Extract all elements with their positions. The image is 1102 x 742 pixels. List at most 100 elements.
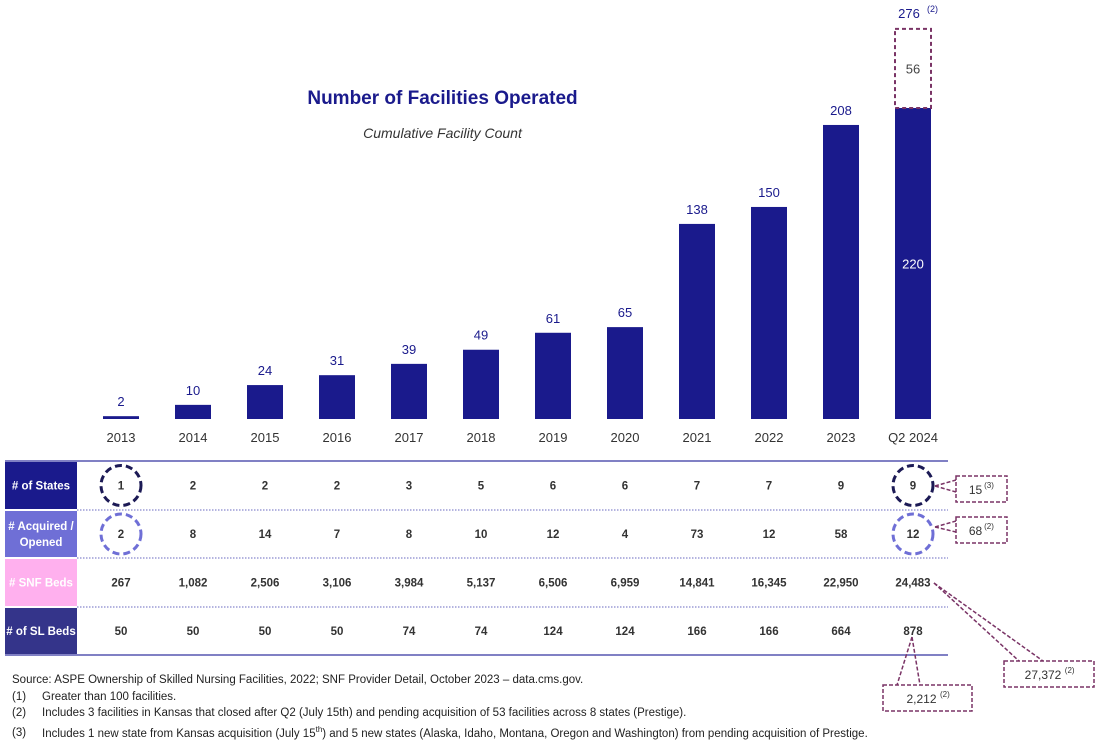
table-cell: 664 [831, 626, 851, 638]
table-cell: 166 [687, 626, 706, 638]
x-tick-label: 2014 [179, 430, 208, 445]
row-header-label: Opened [20, 537, 63, 549]
table-cell: 2 [190, 481, 196, 493]
table-cell: 7 [694, 481, 700, 493]
x-tick-label: 2017 [395, 430, 424, 445]
snf-beds-callout-value: 27,372 [1025, 668, 1062, 682]
footnotes: Source: ASPE Ownership of Skilled Nursin… [12, 672, 868, 742]
bar-2017 [391, 363, 427, 419]
row-header-label: # SNF Beds [9, 578, 73, 590]
states-callout-leader [934, 479, 957, 487]
table-cell: 9 [838, 481, 844, 493]
row-header-label: # of States [12, 481, 70, 493]
acquired-callout-leader [934, 520, 957, 528]
sl-beds-callout-leader [896, 636, 913, 686]
x-tick-label: 2022 [755, 430, 784, 445]
table-cell: 1,082 [179, 578, 208, 590]
bar-Q2-2024 [895, 108, 931, 419]
x-tick-label: 2015 [251, 430, 280, 445]
row-header-1 [5, 511, 77, 557]
table-cell: 74 [403, 626, 416, 638]
x-tick-label: 2018 [467, 430, 496, 445]
total-value-label: 276 [898, 6, 920, 21]
acquired-callout-box [955, 516, 1008, 544]
snf-beds-callout-box [1003, 660, 1095, 688]
table-cell: 2 [334, 481, 340, 493]
sl-beds-callout-note: (2) [940, 690, 950, 699]
table-cell: 3,984 [395, 578, 424, 590]
table-cell: 6,959 [611, 578, 640, 590]
table-cell: 6 [550, 481, 556, 493]
bar-value-label: 24 [258, 363, 272, 378]
highlight-circle [99, 512, 143, 556]
row-header-0 [5, 462, 77, 509]
table-cell: 8 [406, 529, 413, 541]
bar-2013 [103, 416, 139, 419]
table-cell: 24,483 [895, 578, 930, 590]
table-cell: 12 [763, 529, 776, 541]
footnote-3: (3) Includes 1 new state from Kansas acqu… [12, 724, 868, 740]
row-header-3 [5, 608, 77, 654]
highlight-circle [99, 464, 143, 507]
table-cell: 16,345 [751, 578, 787, 590]
table-cell: 3,106 [323, 578, 352, 590]
table-cell: 267 [111, 578, 130, 590]
bar-2014 [175, 404, 211, 419]
table-cell: 74 [475, 626, 488, 638]
table-cell: 166 [759, 626, 778, 638]
bar-value-label: 49 [474, 328, 488, 343]
footnote-2: (2) Includes 3 facilities in Kansas that … [12, 707, 687, 719]
bar-2023 [823, 124, 859, 420]
x-tick-label: 2021 [683, 430, 712, 445]
sl-beds-callout-box [882, 684, 973, 712]
table-cell: 50 [115, 626, 128, 638]
row-header-label: # Acquired / [8, 521, 74, 533]
states-callout-note: (3) [984, 481, 994, 490]
x-tick-label: 2016 [323, 430, 352, 445]
table-cell: 12 [907, 529, 920, 541]
bar-value-label: 10 [186, 383, 200, 398]
bar-2021 [679, 223, 715, 419]
bar-value-label: 2 [117, 394, 124, 409]
sl-beds-callout-value: 2,212 [906, 692, 936, 706]
table-cell: 6,506 [539, 578, 568, 590]
bar-2018 [463, 349, 499, 419]
bar-value-label: 65 [618, 305, 632, 320]
acquired-callout-note: (2) [984, 522, 994, 531]
x-tick-label: 2019 [539, 430, 568, 445]
total-footnote-marker: (2) [927, 4, 938, 14]
table-cell: 5 [478, 481, 485, 493]
bar-2022 [751, 206, 787, 419]
snf-beds-callout-note: (2) [1065, 666, 1075, 675]
bar-2015 [247, 385, 283, 419]
table-cell: 50 [259, 626, 272, 638]
table-cell: 14,841 [679, 578, 715, 590]
states-callout-value: 15 [969, 483, 983, 497]
pending-value-label: 56 [906, 61, 920, 76]
pending-bar-segment [894, 27, 932, 109]
row-header-label: # of SL Beds [6, 626, 75, 638]
table-cell: 8 [190, 529, 197, 541]
states-callout-box [955, 475, 1008, 503]
source-note: Source: ASPE Ownership of Skilled Nursin… [12, 674, 584, 686]
highlight-circle [891, 464, 935, 507]
table-cell: 22,950 [823, 578, 858, 590]
table-cell: 1 [118, 481, 125, 493]
highlight-circle [891, 512, 935, 556]
table-cell: 7 [766, 481, 772, 493]
bar-2019 [535, 332, 571, 419]
bar-value-label: 61 [546, 311, 560, 326]
x-tick-label: Q2 2024 [888, 430, 938, 445]
table-cell: 50 [187, 626, 200, 638]
table-cell: 878 [903, 626, 923, 638]
table-cell: 58 [835, 529, 848, 541]
bar-value-label: 31 [330, 353, 344, 368]
bar-value-label: 220 [902, 257, 924, 272]
table-cell: 6 [622, 481, 628, 493]
table-cell: 2 [262, 481, 268, 493]
acquired-callout-value: 68 [969, 524, 983, 538]
table-cell: 12 [547, 529, 560, 541]
table-cell: 50 [331, 626, 344, 638]
bar-value-label: 39 [402, 342, 416, 357]
